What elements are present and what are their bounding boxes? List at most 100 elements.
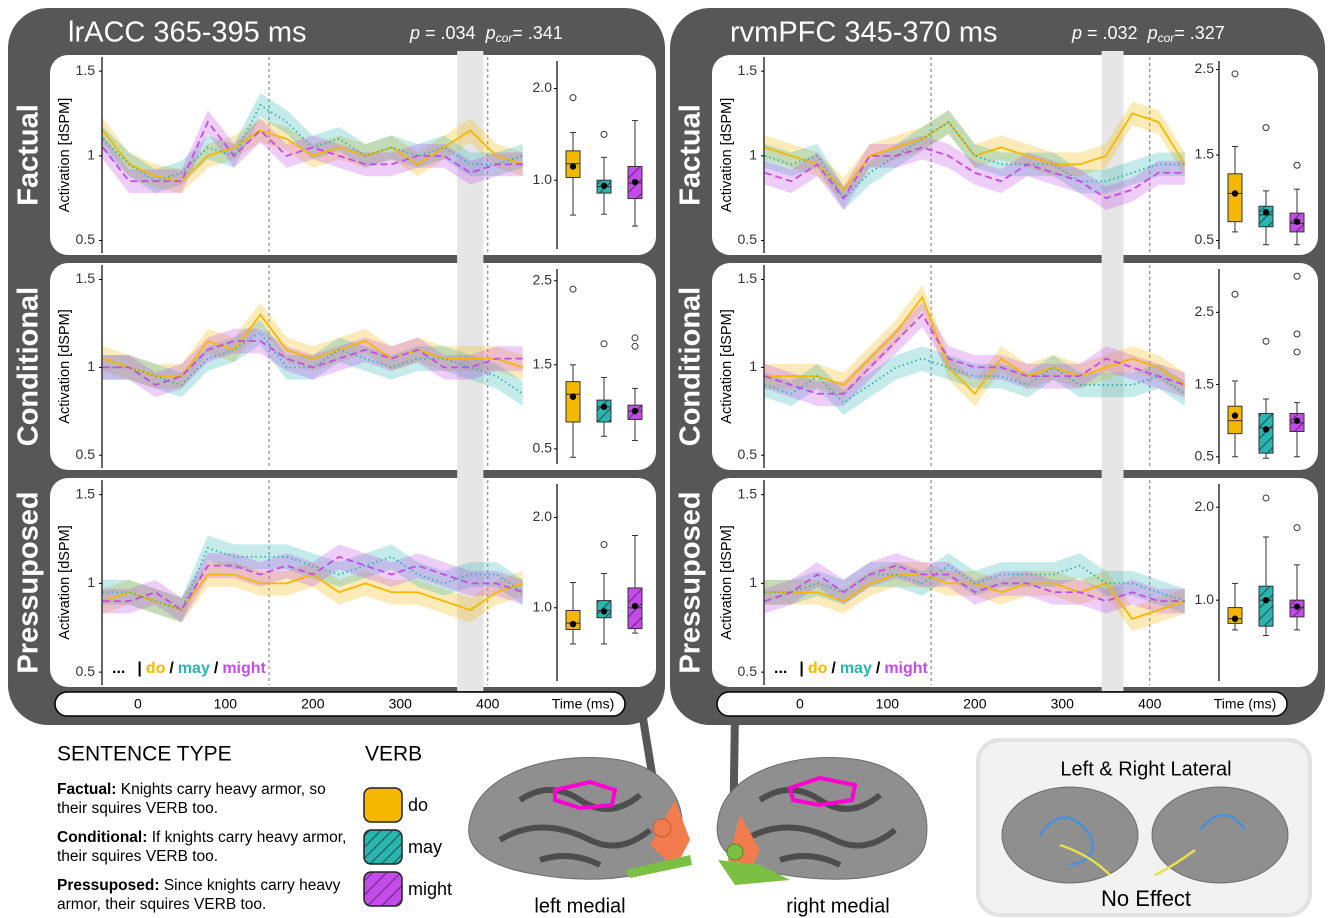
highlight-window: [1101, 474, 1124, 691]
row-panel: [50, 55, 656, 255]
bottom-texts: SENTENCE TYPE VERB left medial right med…: [57, 743, 1232, 918]
p-part: cor: [1158, 31, 1176, 45]
mean: [1231, 412, 1239, 419]
outlier: [1262, 124, 1270, 132]
plots: lrACC 365-395 ms p = .034 pcor= .341Factua…: [13, 17, 1318, 717]
y-axis-label: Activation [dSPM]: [719, 98, 735, 212]
mean: [569, 393, 577, 400]
legend: ... | do / may / might: [112, 660, 267, 677]
y-tick-label: 2.5: [1195, 60, 1215, 76]
mean: [1231, 615, 1239, 622]
mean: [1262, 209, 1270, 216]
row-panel: [712, 263, 1318, 470]
outlier: [1293, 348, 1301, 356]
y-tick-label: 0.5: [738, 663, 758, 679]
x-tick-label: 400: [476, 696, 500, 712]
y-axis-label: Activation [dSPM]: [719, 309, 735, 423]
y-axis-label: Activation [dSPM]: [719, 525, 735, 639]
y-tick-label: 0.5: [1195, 231, 1215, 247]
roi-outline: [553, 779, 618, 811]
roi-lracc: [650, 800, 690, 868]
roi-green: [625, 855, 692, 878]
y-tick-label: 0.5: [1195, 447, 1215, 463]
mean: [1231, 190, 1239, 197]
row-label: Pressuposed: [13, 491, 45, 673]
outlier: [1293, 161, 1301, 169]
mean: [569, 620, 577, 628]
legend-item: may: [840, 660, 872, 677]
lateral-title: Left & Right Lateral: [1060, 758, 1231, 780]
label: Pressuposed:: [57, 877, 160, 894]
roi-outline: [1038, 813, 1247, 867]
outlier: [569, 94, 577, 102]
x-tick-label: 300: [1051, 696, 1075, 712]
series-line: [102, 120, 523, 183]
confidence-band: [764, 110, 1185, 211]
outlier: [569, 285, 577, 293]
outlier: [1262, 494, 1270, 502]
box: [1258, 205, 1274, 228]
highlight-window: [457, 259, 484, 474]
outlier: [1262, 337, 1270, 345]
mean: [1262, 596, 1270, 604]
confidence-band: [102, 562, 523, 623]
legend-item: /: [831, 660, 836, 677]
brain-right-lateral: [1151, 786, 1289, 884]
text: If knights carry heavy armor, their squi…: [57, 829, 347, 865]
verb-label: might: [408, 879, 452, 899]
roi-point: [652, 818, 672, 838]
y-tick-label: 0.5: [533, 440, 553, 456]
y-tick-label: 1.5: [738, 270, 758, 286]
box: [1227, 607, 1243, 624]
box: [1258, 412, 1274, 454]
x-tick-label: 300: [389, 696, 413, 712]
y-tick-label: 0.5: [738, 446, 758, 462]
p-part: p: [485, 23, 496, 43]
outlier: [631, 334, 639, 342]
box: [1227, 405, 1243, 435]
legend-item: /: [214, 660, 219, 677]
row-label: Conditional: [13, 287, 45, 446]
label: Factual:: [57, 781, 117, 798]
box: [1227, 173, 1243, 223]
roi-point: [726, 843, 744, 861]
row-panel: [50, 263, 656, 470]
p-values: p = .032 pcor= .327: [1071, 23, 1225, 45]
confidence-band: [102, 302, 523, 389]
confidence-band: [764, 346, 1185, 415]
outlier: [1293, 330, 1301, 338]
p-part: = .034: [420, 23, 476, 43]
y-tick-label: 2.0: [533, 508, 553, 524]
brain-illustrations: [468, 699, 1312, 917]
confidence-band: [102, 544, 523, 623]
y-tick-label: 1: [749, 358, 757, 374]
highlight-window: [1101, 259, 1124, 474]
y-tick-label: 1.0: [533, 599, 553, 615]
y-tick-label: 2.5: [533, 271, 553, 287]
time-axis-strip: [54, 691, 626, 717]
confidence-band: [764, 302, 1185, 407]
confidence-band: [102, 110, 523, 194]
row-label: Factual: [13, 104, 45, 206]
mean: [600, 403, 608, 411]
box: [565, 610, 581, 630]
series-line: [764, 313, 1186, 395]
x-tick-label: 0: [796, 696, 804, 712]
x-tick-label: 100: [214, 696, 238, 712]
verb-label: may: [408, 837, 442, 857]
legend-item: do: [146, 660, 166, 677]
legend: ... | do / may / might: [774, 660, 929, 677]
p-part: p: [1071, 23, 1082, 43]
lateral-result: No Effect: [1101, 886, 1191, 911]
y-tick-label: 1.5: [533, 356, 553, 372]
y-tick-label: 1: [749, 147, 757, 163]
box: [596, 399, 612, 423]
y-axis-label: Activation [dSPM]: [57, 525, 73, 639]
y-axis-label: Activation [dSPM]: [57, 98, 73, 212]
box: [1258, 585, 1274, 627]
verb-swatch: [363, 787, 403, 823]
series-line: [764, 146, 1185, 200]
outlier: [600, 340, 608, 348]
